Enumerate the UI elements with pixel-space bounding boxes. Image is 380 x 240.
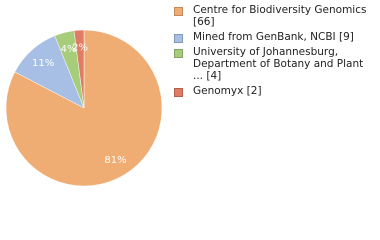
slice-label: 4%: [61, 44, 77, 55]
legend-swatch: [174, 34, 183, 43]
slice-label: 2%: [72, 42, 88, 53]
slice-label: 81%: [104, 155, 126, 166]
legend-item: University of Johannesburg, Department o…: [174, 46, 374, 82]
slice-label: 11%: [32, 58, 54, 69]
legend-item: Mined from GenBank, NCBI [9]: [174, 31, 374, 43]
pie-slice: [73, 29, 85, 109]
legend-label: University of Johannesburg, Department o…: [193, 46, 364, 82]
legend-swatch: [174, 7, 183, 16]
legend-label: Genomyx [2]: [193, 85, 262, 97]
chart: 81% 11% 4%2%: [5, 29, 163, 187]
legend-swatch: [174, 49, 183, 58]
legend-label: Centre for Biodiversity Genomics [66]: [193, 4, 367, 28]
legend-label: Mined from GenBank, NCBI [9]: [193, 31, 354, 43]
legend-item: Centre for Biodiversity Genomics [66]: [174, 4, 374, 28]
legend-item: Genomyx [2]: [174, 85, 374, 97]
legend-swatch: [174, 88, 183, 97]
legend: Centre for Biodiversity Genomics [66] Min…: [174, 4, 374, 100]
